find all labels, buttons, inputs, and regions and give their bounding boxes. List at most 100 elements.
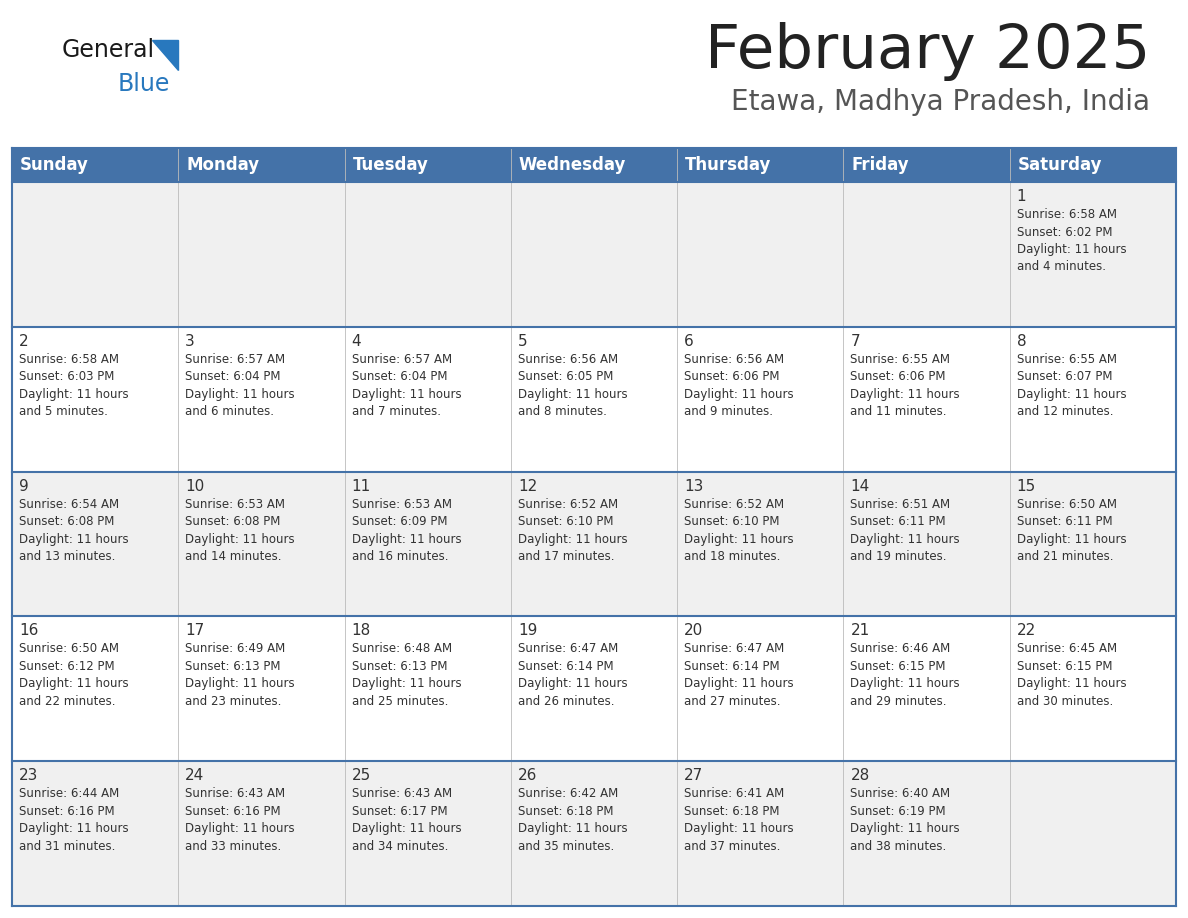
Text: Daylight: 11 hours: Daylight: 11 hours: [352, 532, 461, 545]
Text: and 29 minutes.: and 29 minutes.: [851, 695, 947, 708]
Text: 15: 15: [1017, 478, 1036, 494]
Text: Sunrise: 6:52 AM: Sunrise: 6:52 AM: [684, 498, 784, 510]
Text: and 27 minutes.: and 27 minutes.: [684, 695, 781, 708]
Text: 17: 17: [185, 623, 204, 638]
Text: Daylight: 11 hours: Daylight: 11 hours: [185, 532, 295, 545]
Text: Sunrise: 6:57 AM: Sunrise: 6:57 AM: [185, 353, 285, 365]
Text: Etawa, Madhya Pradesh, India: Etawa, Madhya Pradesh, India: [731, 88, 1150, 116]
Text: and 17 minutes.: and 17 minutes.: [518, 550, 614, 563]
Text: Sunrise: 6:55 AM: Sunrise: 6:55 AM: [1017, 353, 1117, 365]
Text: Daylight: 11 hours: Daylight: 11 hours: [684, 677, 794, 690]
Text: Sunrise: 6:48 AM: Sunrise: 6:48 AM: [352, 643, 451, 655]
Text: 6: 6: [684, 334, 694, 349]
Text: and 13 minutes.: and 13 minutes.: [19, 550, 115, 563]
Text: Sunset: 6:19 PM: Sunset: 6:19 PM: [851, 805, 946, 818]
Text: 12: 12: [518, 478, 537, 494]
Text: Daylight: 11 hours: Daylight: 11 hours: [1017, 387, 1126, 401]
Text: 2: 2: [19, 334, 29, 349]
Text: Daylight: 11 hours: Daylight: 11 hours: [1017, 532, 1126, 545]
Bar: [12, 182, 1176, 327]
Text: Sunset: 6:16 PM: Sunset: 6:16 PM: [185, 805, 280, 818]
Text: and 22 minutes.: and 22 minutes.: [19, 695, 115, 708]
Text: 22: 22: [1017, 623, 1036, 638]
Text: Daylight: 11 hours: Daylight: 11 hours: [684, 387, 794, 401]
Text: Sunrise: 6:43 AM: Sunrise: 6:43 AM: [185, 788, 285, 800]
Text: Sunset: 6:12 PM: Sunset: 6:12 PM: [19, 660, 114, 673]
Text: Sunset: 6:04 PM: Sunset: 6:04 PM: [185, 370, 280, 384]
Text: Sunrise: 6:56 AM: Sunrise: 6:56 AM: [518, 353, 618, 365]
Text: Daylight: 11 hours: Daylight: 11 hours: [19, 823, 128, 835]
Text: Sunrise: 6:56 AM: Sunrise: 6:56 AM: [684, 353, 784, 365]
Text: Sunset: 6:03 PM: Sunset: 6:03 PM: [19, 370, 114, 384]
Bar: [12, 148, 1176, 182]
Text: Sunset: 6:02 PM: Sunset: 6:02 PM: [1017, 226, 1112, 239]
Text: Daylight: 11 hours: Daylight: 11 hours: [19, 387, 128, 401]
Text: and 23 minutes.: and 23 minutes.: [185, 695, 282, 708]
Text: Sunrise: 6:58 AM: Sunrise: 6:58 AM: [19, 353, 119, 365]
Text: Sunset: 6:06 PM: Sunset: 6:06 PM: [684, 370, 779, 384]
Text: Daylight: 11 hours: Daylight: 11 hours: [352, 823, 461, 835]
Text: 14: 14: [851, 478, 870, 494]
Text: 18: 18: [352, 623, 371, 638]
Text: and 30 minutes.: and 30 minutes.: [1017, 695, 1113, 708]
Text: Sunset: 6:11 PM: Sunset: 6:11 PM: [1017, 515, 1112, 528]
Text: Sunset: 6:08 PM: Sunset: 6:08 PM: [19, 515, 114, 528]
Text: 28: 28: [851, 768, 870, 783]
Text: Sunset: 6:15 PM: Sunset: 6:15 PM: [1017, 660, 1112, 673]
Text: Daylight: 11 hours: Daylight: 11 hours: [185, 677, 295, 690]
Text: Sunrise: 6:53 AM: Sunrise: 6:53 AM: [352, 498, 451, 510]
Text: Daylight: 11 hours: Daylight: 11 hours: [1017, 243, 1126, 256]
Text: and 33 minutes.: and 33 minutes.: [185, 840, 282, 853]
Text: Sunset: 6:18 PM: Sunset: 6:18 PM: [518, 805, 613, 818]
Text: 24: 24: [185, 768, 204, 783]
Text: and 34 minutes.: and 34 minutes.: [352, 840, 448, 853]
Text: Daylight: 11 hours: Daylight: 11 hours: [1017, 677, 1126, 690]
Polygon shape: [152, 40, 178, 70]
Text: and 5 minutes.: and 5 minutes.: [19, 406, 108, 419]
Text: and 4 minutes.: and 4 minutes.: [1017, 261, 1106, 274]
Text: Daylight: 11 hours: Daylight: 11 hours: [352, 677, 461, 690]
Text: and 25 minutes.: and 25 minutes.: [352, 695, 448, 708]
Text: 19: 19: [518, 623, 537, 638]
Text: Daylight: 11 hours: Daylight: 11 hours: [518, 823, 627, 835]
Text: 8: 8: [1017, 334, 1026, 349]
Text: 7: 7: [851, 334, 860, 349]
Text: Daylight: 11 hours: Daylight: 11 hours: [518, 677, 627, 690]
Text: and 35 minutes.: and 35 minutes.: [518, 840, 614, 853]
Text: and 38 minutes.: and 38 minutes.: [851, 840, 947, 853]
Text: Friday: Friday: [852, 156, 909, 174]
Text: Daylight: 11 hours: Daylight: 11 hours: [19, 677, 128, 690]
Text: Daylight: 11 hours: Daylight: 11 hours: [518, 387, 627, 401]
Text: Sunrise: 6:46 AM: Sunrise: 6:46 AM: [851, 643, 950, 655]
Text: 1: 1: [1017, 189, 1026, 204]
Text: and 37 minutes.: and 37 minutes.: [684, 840, 781, 853]
Text: Daylight: 11 hours: Daylight: 11 hours: [684, 823, 794, 835]
Text: Sunrise: 6:58 AM: Sunrise: 6:58 AM: [1017, 208, 1117, 221]
Text: Monday: Monday: [187, 156, 259, 174]
Text: and 26 minutes.: and 26 minutes.: [518, 695, 614, 708]
Text: Sunset: 6:13 PM: Sunset: 6:13 PM: [185, 660, 280, 673]
Text: Sunset: 6:13 PM: Sunset: 6:13 PM: [352, 660, 447, 673]
Text: Sunrise: 6:47 AM: Sunrise: 6:47 AM: [684, 643, 784, 655]
Text: Sunrise: 6:55 AM: Sunrise: 6:55 AM: [851, 353, 950, 365]
Text: Sunday: Sunday: [20, 156, 89, 174]
Text: General: General: [62, 38, 156, 62]
Text: Daylight: 11 hours: Daylight: 11 hours: [851, 823, 960, 835]
Text: Sunrise: 6:49 AM: Sunrise: 6:49 AM: [185, 643, 285, 655]
Text: 26: 26: [518, 768, 537, 783]
Text: Daylight: 11 hours: Daylight: 11 hours: [352, 387, 461, 401]
Text: and 14 minutes.: and 14 minutes.: [185, 550, 282, 563]
Text: Sunrise: 6:42 AM: Sunrise: 6:42 AM: [518, 788, 618, 800]
Text: 10: 10: [185, 478, 204, 494]
Text: Sunset: 6:09 PM: Sunset: 6:09 PM: [352, 515, 447, 528]
Text: Sunrise: 6:47 AM: Sunrise: 6:47 AM: [518, 643, 618, 655]
Text: Sunset: 6:08 PM: Sunset: 6:08 PM: [185, 515, 280, 528]
Text: Thursday: Thursday: [685, 156, 771, 174]
Text: Sunrise: 6:41 AM: Sunrise: 6:41 AM: [684, 788, 784, 800]
Text: Daylight: 11 hours: Daylight: 11 hours: [851, 387, 960, 401]
Text: and 12 minutes.: and 12 minutes.: [1017, 406, 1113, 419]
Text: Sunrise: 6:40 AM: Sunrise: 6:40 AM: [851, 788, 950, 800]
Text: Blue: Blue: [118, 72, 170, 96]
Text: Sunrise: 6:50 AM: Sunrise: 6:50 AM: [19, 643, 119, 655]
Text: 9: 9: [19, 478, 29, 494]
